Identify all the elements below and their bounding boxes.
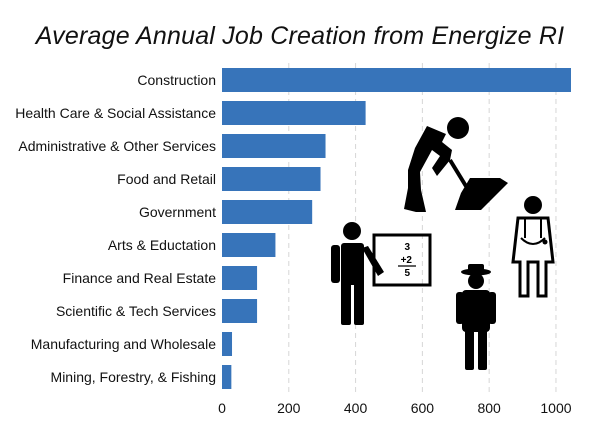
category-label: Administrative & Other Services [18,138,216,154]
bar [222,233,276,257]
bar [222,68,571,92]
bar [222,332,233,356]
bar [222,200,313,224]
bar [222,266,258,290]
whiteboard-digit: 5 [404,268,410,279]
bar [222,365,232,389]
x-tick-label: 1000 [540,400,571,416]
category-label: Construction [137,72,216,88]
whiteboard-text: 3 +2 5 [398,242,416,279]
bar [222,167,321,191]
whiteboard-digit: 3 [404,242,410,253]
category-label: Arts & Eductation [108,237,216,253]
ranger-icon [456,264,496,370]
category-label: Government [139,204,216,220]
bar [222,299,258,323]
chart-title: Average Annual Job Creation from Energiz… [35,22,565,50]
category-label: Food and Retail [117,171,216,187]
category-label: Health Care & Social Assistance [15,105,216,121]
category-label: Scientific & Tech Services [56,303,216,319]
x-tick-label: 800 [477,400,501,416]
category-labels: Construction Health Care & Social Assista… [15,72,216,385]
x-tick-label: 400 [344,400,368,416]
bar [222,134,326,158]
bar [222,101,366,125]
category-label: Mining, Forestry, & Fishing [51,369,216,385]
category-label: Finance and Real Estate [63,270,217,286]
x-tick-labels: 0 200 400 600 800 1000 [218,400,572,416]
doctor-icon [511,196,555,298]
bars [222,68,571,389]
category-label: Manufacturing and Wholesale [31,336,216,352]
construction-worker-icon [404,117,508,212]
x-tick-label: 0 [218,400,226,416]
teacher-icon [331,222,432,325]
x-tick-label: 600 [411,400,435,416]
whiteboard-digit: +2 [401,255,413,266]
x-tick-label: 200 [277,400,301,416]
